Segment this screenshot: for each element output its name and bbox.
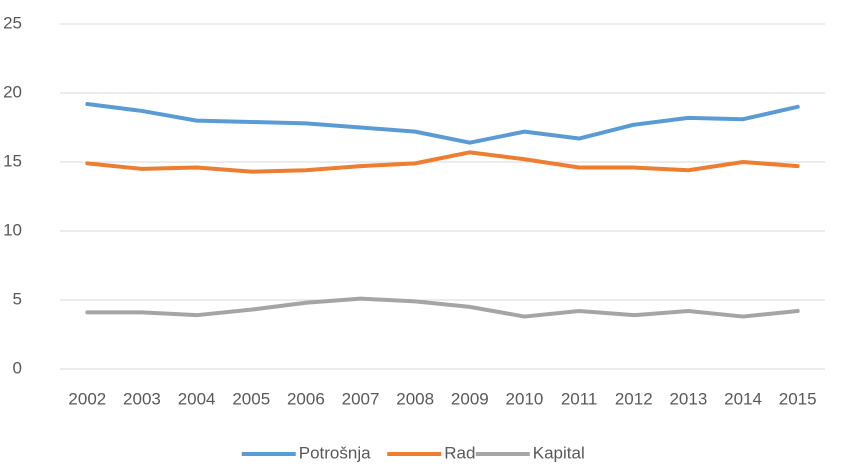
x-tick-label: 2014 <box>724 389 762 408</box>
x-tick-label: 2006 <box>287 389 325 408</box>
y-tick-label: 0 <box>13 358 22 377</box>
x-tick-label: 2003 <box>123 389 161 408</box>
y-tick-label: 5 <box>13 289 22 308</box>
legend-label: Potrošnja <box>299 443 371 462</box>
x-tick-label: 2013 <box>669 389 707 408</box>
y-tick-label: 10 <box>3 220 22 239</box>
x-tick-label: 2007 <box>342 389 380 408</box>
x-tick-label: 2009 <box>451 389 489 408</box>
x-tick-label: 2012 <box>615 389 653 408</box>
x-tick-label: 2015 <box>779 389 817 408</box>
y-tick-label: 20 <box>3 82 22 101</box>
x-tick-label: 2005 <box>232 389 270 408</box>
x-tick-label: 2002 <box>68 389 106 408</box>
x-tick-label: 2011 <box>561 389 598 408</box>
x-tick-label: 2008 <box>396 389 434 408</box>
line-series <box>85 296 800 319</box>
line-series <box>85 102 800 145</box>
line-series <box>85 150 800 174</box>
y-tick-label: 25 <box>3 13 22 32</box>
legend-label: Rad <box>444 443 475 462</box>
legend-label: Kapital <box>533 443 585 462</box>
x-tick-label: 2004 <box>178 389 216 408</box>
y-tick-label: 15 <box>3 151 22 170</box>
x-tick-label: 2010 <box>506 389 544 408</box>
